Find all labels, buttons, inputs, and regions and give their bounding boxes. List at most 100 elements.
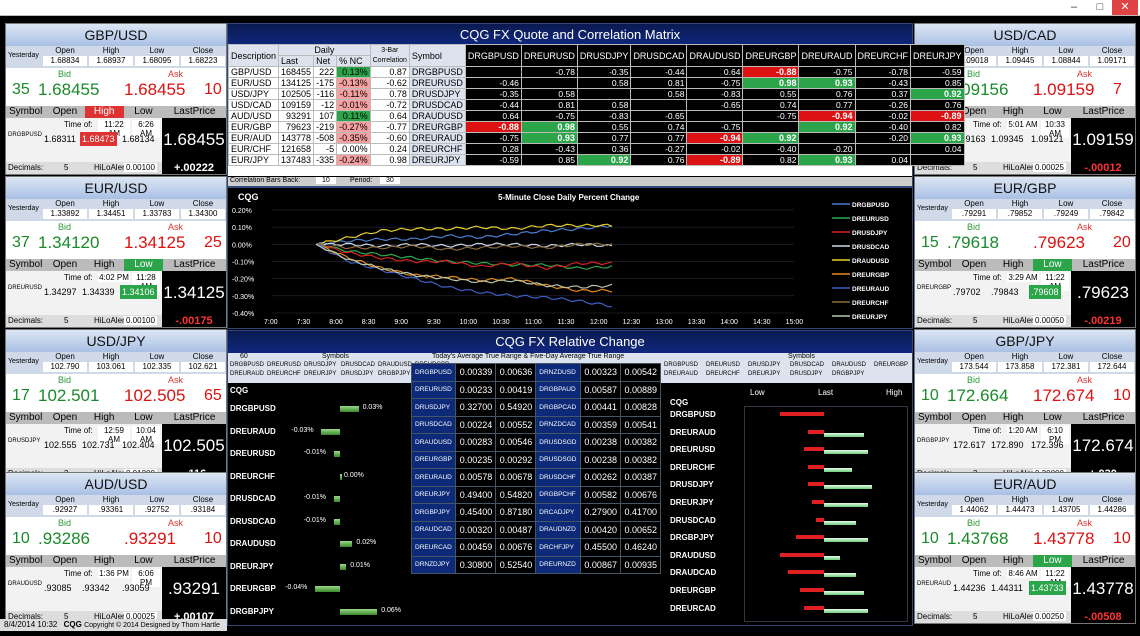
symbol-chip[interactable]: DRGBPUSD — [664, 362, 699, 368]
ask-price[interactable]: .93291 — [124, 529, 176, 548]
atr-row[interactable]: DRGBPJPY 0.45400 0.87180 DRCADJPY 0.27900 0.4… — [410, 503, 662, 522]
time-of-label: Time of: — [973, 569, 1002, 578]
bid-price[interactable]: 1.34120 — [38, 233, 100, 252]
ask-price[interactable]: 1.09159 — [1033, 80, 1095, 99]
bid-size: 10 — [921, 387, 939, 404]
atr-row[interactable]: DRUSDJPY 0.32700 0.54920 DRGBPCAD 0.00441 0.0… — [410, 398, 662, 417]
pnc-header: % NC — [336, 55, 371, 67]
corr-cell: 0.93 — [798, 154, 856, 166]
corr-cell: -0.89 — [686, 154, 744, 166]
symbol-chip[interactable]: DRAUDUSD — [378, 362, 413, 368]
legend-label: DREURAUD — [852, 286, 890, 293]
yesterday-label: Yesterday — [8, 205, 39, 212]
matrix-row[interactable]: EUR/JPY 137483 -335 -0.24% 0.98 DREURJPY -0.59… — [227, 154, 965, 166]
matrix-row[interactable]: USD/CAD 109159 -12 -0.01% -0.72 DRUSDCAD -0.44… — [227, 99, 965, 111]
minimize-icon[interactable]: – — [1070, 1, 1078, 13]
symbol-chip[interactable]: DREURUSD — [267, 362, 302, 368]
symbol-chip[interactable]: DRGBPJPY — [378, 371, 411, 377]
bars-logo: CQG — [230, 386, 249, 395]
legend-label: DREURCHF — [852, 300, 889, 307]
x-tick: 7:00 — [264, 319, 278, 326]
symbol-chip[interactable]: DRGBPUSD — [230, 362, 265, 368]
atr-row[interactable]: DRAUDCAD 0.00320 0.00487 DRAUDNZD 0.00420 0.0… — [410, 520, 662, 539]
atr-row[interactable]: DREURJPY 0.49400 0.54820 DRGBPCHF 0.00582 0.0… — [410, 485, 662, 504]
atr-row[interactable]: DREURUSD 0.00233 0.00419 DRGBPAUD 0.00587 0.0… — [410, 380, 662, 399]
matrix-row[interactable]: GBP/USD 168455 222 0.13% 0.87 DRGBPUSD -0.78 -0… — [227, 66, 965, 78]
atr-row[interactable]: DREURGBP 0.00235 0.00292 DRUSDSGD 0.00238 0.0… — [410, 450, 662, 469]
bar-symbol: DRGBPUSD — [230, 404, 276, 413]
symbol-chip[interactable]: DRUSDJPY — [304, 362, 337, 368]
atr-five: 0.00676 — [495, 538, 537, 557]
bid-price[interactable]: 102.501 — [38, 386, 100, 405]
atr-today: 0.00238 — [579, 433, 621, 452]
bar — [333, 496, 340, 502]
maximize-icon[interactable]: □ — [1096, 1, 1104, 13]
ask-price[interactable]: 1.43778 — [1033, 529, 1095, 548]
atr-row[interactable]: DRGBPUSD 0.00339 0.00636 DRNZDUSD 0.00323 0.0… — [410, 363, 662, 382]
px-alert[interactable]: PX Alert: 1.71084 — [6, 174, 226, 175]
hl-red-bar — [808, 464, 824, 469]
bid-price[interactable]: 1.43768 — [947, 529, 1009, 548]
atr-row[interactable]: DRAUDUSD 0.00283 0.00546 DRUSDSGD 0.00238 0.0… — [410, 433, 662, 452]
yesterday-row: Yesterday Open 173.544 High 173.858 Low 172.3… — [915, 352, 1135, 374]
bar-value: -0.01% — [303, 516, 326, 524]
ask-price[interactable]: 172.674 — [1033, 386, 1095, 405]
ask-price[interactable]: 1.68455 — [124, 80, 186, 99]
symbol-chip[interactable]: DRAUDUSD — [832, 362, 867, 368]
symbol-chip[interactable]: DRUSDJPY — [790, 371, 823, 377]
bid-price[interactable]: .93286 — [38, 529, 90, 548]
ask-price[interactable]: 1.34125 — [124, 233, 186, 252]
atr-row[interactable]: DREURAUD 0.00578 0.00678 DRUSDCHF 0.00262 0.0… — [410, 468, 662, 487]
symbol-chip[interactable]: DREURGBP — [874, 362, 909, 368]
row-pnc: 0.00% — [336, 143, 371, 155]
atr-row[interactable]: DRUSDCAD 0.00224 0.00552 DRNZDCAD 0.00359 0.0… — [410, 415, 662, 434]
symbol-chip[interactable]: DRUSDJPY — [341, 371, 374, 377]
bar-symbol: DREURGBP — [230, 584, 276, 593]
close-icon[interactable]: ✕ — [1112, 0, 1138, 15]
ask-price[interactable]: 102.505 — [124, 386, 186, 405]
atr-row[interactable]: DRNZDJPY 0.30800 0.52540 DREURNZD 0.00867 0.0… — [410, 555, 662, 574]
atr-row[interactable]: DREURCAD 0.00459 0.00676 DRCHFJPY 0.45500 0.4… — [410, 538, 662, 557]
symbol-chip[interactable]: DREURJPY — [748, 371, 781, 377]
bars-back[interactable]: 60 — [240, 353, 248, 360]
bid-price[interactable]: .79618 — [947, 233, 999, 252]
px-alert[interactable]: PX Alert: 0.80974 — [915, 327, 1135, 328]
symbol-chip[interactable]: DREURAUD — [230, 371, 265, 377]
symbol-chip[interactable]: DREURCHF — [706, 371, 740, 377]
ask-price[interactable]: .79623 — [1033, 233, 1085, 252]
period-input[interactable]: 30 — [380, 177, 400, 184]
corr-bars-input[interactable]: 10 — [316, 177, 336, 184]
ask-label: Ask — [168, 69, 184, 79]
matrix-row[interactable]: AUD/USD 93291 107 0.11% 0.64 DRAUDUSD 0.64 -0.7… — [227, 110, 965, 122]
px-alert[interactable]: PX Alert: 1.08939 — [915, 174, 1135, 175]
px-alert[interactable]: PX Alert: 1.36858 — [6, 327, 226, 328]
hl-red-bar — [804, 447, 824, 452]
symbol-chip[interactable]: DRUSDCAD — [341, 362, 376, 368]
legend-label: DREURJPY — [852, 314, 888, 321]
symbol-chip[interactable]: DREURJPY — [304, 371, 337, 377]
symbol-chip[interactable]: DREURCHF — [267, 371, 301, 377]
symbol-chip[interactable]: DRUSDJPY — [748, 362, 781, 368]
symbol-chip[interactable]: DRGBPJPY — [832, 371, 865, 377]
bid-price[interactable]: 172.664 — [947, 386, 1009, 405]
symbol-chip[interactable]: DREURUSD — [706, 362, 741, 368]
atr-symbol: DREURGBP — [410, 450, 457, 469]
panel-title: EUR/USD — [6, 177, 226, 199]
row-symbol: DREURUSD — [408, 77, 466, 89]
hl-symbol: DRAUDUSD — [670, 550, 716, 560]
symbol-chip[interactable]: DREURAUD — [664, 371, 699, 377]
row-pnc: 0.13% — [336, 66, 371, 78]
row-net: -508 — [313, 132, 338, 144]
time-of-label: Time of: — [64, 426, 93, 435]
px-alert[interactable]: PX Alert: 1.48039 — [915, 623, 1135, 624]
matrix-row[interactable]: EUR/USD 134125 -175 -0.13% -0.62 DREURUSD -0.4… — [227, 77, 965, 89]
matrix-row[interactable]: USD/JPY 102505 -116 -0.11% 0.78 DRUSDJPY -0.35… — [227, 88, 965, 100]
row-net: -12 — [313, 99, 338, 111]
symbol-chip[interactable]: DRUSDCAD — [790, 362, 825, 368]
matrix-row[interactable]: EUR/CHF 121658 -5 0.00% 0.24 DREURCHF 0.28 -0.4… — [227, 143, 965, 155]
matrix-row[interactable]: EUR/GBP 79623 -219 -0.27% -0.77 DREURGBP -0.88… — [227, 121, 965, 133]
bid-price[interactable]: 1.68455 — [38, 80, 100, 99]
matrix-row[interactable]: EUR/AUD 143778 -508 -0.35% -0.60 DREURAUD -0.7… — [227, 132, 965, 144]
